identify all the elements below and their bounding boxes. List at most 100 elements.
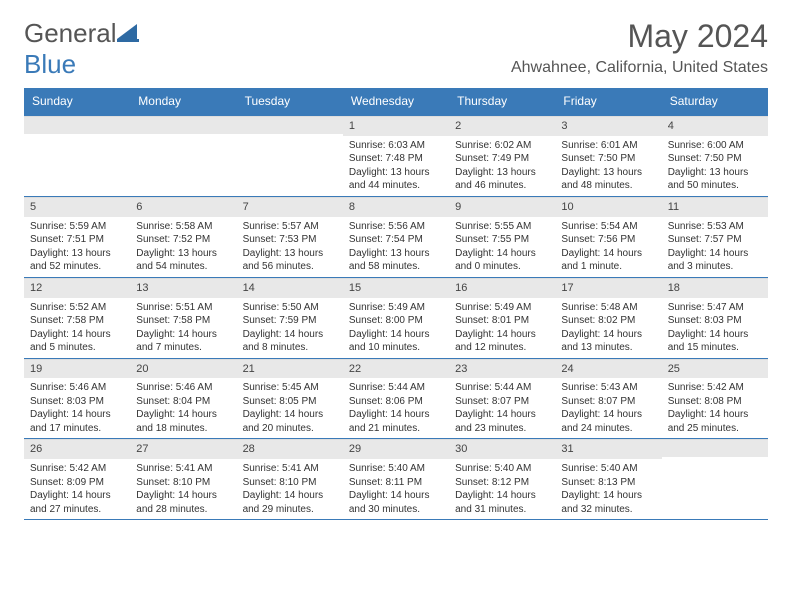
sunset-text: Sunset: 8:10 PM — [136, 476, 230, 490]
sunrise-text: Sunrise: 5:46 AM — [136, 381, 230, 395]
sunset-text: Sunset: 8:05 PM — [243, 395, 337, 409]
day-body: Sunrise: 6:00 AMSunset: 7:50 PMDaylight:… — [662, 136, 768, 196]
weekday-thursday: Thursday — [449, 88, 555, 114]
day-number: 13 — [130, 278, 236, 298]
day-body: Sunrise: 5:41 AMSunset: 8:10 PMDaylight:… — [237, 459, 343, 519]
sunset-text: Sunset: 7:58 PM — [136, 314, 230, 328]
day-cell: 13Sunrise: 5:51 AMSunset: 7:58 PMDayligh… — [130, 278, 236, 358]
daylight-text: Daylight: 14 hours and 28 minutes. — [136, 489, 230, 516]
day-cell: 7Sunrise: 5:57 AMSunset: 7:53 PMDaylight… — [237, 197, 343, 277]
day-body: Sunrise: 5:52 AMSunset: 7:58 PMDaylight:… — [24, 298, 130, 358]
day-cell: 6Sunrise: 5:58 AMSunset: 7:52 PMDaylight… — [130, 197, 236, 277]
daylight-text: Daylight: 14 hours and 18 minutes. — [136, 408, 230, 435]
daylight-text: Daylight: 14 hours and 10 minutes. — [349, 328, 443, 355]
day-cell: 31Sunrise: 5:40 AMSunset: 8:13 PMDayligh… — [555, 439, 661, 519]
weekday-saturday: Saturday — [662, 88, 768, 114]
sunset-text: Sunset: 7:56 PM — [561, 233, 655, 247]
sunrise-text: Sunrise: 5:45 AM — [243, 381, 337, 395]
day-number: 8 — [343, 197, 449, 217]
day-cell: 19Sunrise: 5:46 AMSunset: 8:03 PMDayligh… — [24, 359, 130, 439]
location-text: Ahwahnee, California, United States — [511, 59, 768, 77]
sunset-text: Sunset: 8:12 PM — [455, 476, 549, 490]
sunrise-text: Sunrise: 5:47 AM — [668, 301, 762, 315]
weekday-friday: Friday — [555, 88, 661, 114]
day-cell: 23Sunrise: 5:44 AMSunset: 8:07 PMDayligh… — [449, 359, 555, 439]
title-block: May 2024 Ahwahnee, California, United St… — [511, 18, 768, 77]
day-cell: 18Sunrise: 5:47 AMSunset: 8:03 PMDayligh… — [662, 278, 768, 358]
day-cell: 20Sunrise: 5:46 AMSunset: 8:04 PMDayligh… — [130, 359, 236, 439]
sunrise-text: Sunrise: 5:44 AM — [455, 381, 549, 395]
sunrise-text: Sunrise: 5:48 AM — [561, 301, 655, 315]
day-number: 2 — [449, 116, 555, 136]
day-cell: 24Sunrise: 5:43 AMSunset: 8:07 PMDayligh… — [555, 359, 661, 439]
daylight-text: Daylight: 14 hours and 15 minutes. — [668, 328, 762, 355]
daylight-text: Daylight: 13 hours and 52 minutes. — [30, 247, 124, 274]
day-number: 6 — [130, 197, 236, 217]
daylight-text: Daylight: 13 hours and 56 minutes. — [243, 247, 337, 274]
day-number: 30 — [449, 439, 555, 459]
sunset-text: Sunset: 7:49 PM — [455, 152, 549, 166]
day-number: 24 — [555, 359, 661, 379]
sunset-text: Sunset: 7:50 PM — [561, 152, 655, 166]
day-cell: 21Sunrise: 5:45 AMSunset: 8:05 PMDayligh… — [237, 359, 343, 439]
sunrise-text: Sunrise: 5:58 AM — [136, 220, 230, 234]
day-number — [24, 116, 130, 134]
day-number: 14 — [237, 278, 343, 298]
day-cell: 12Sunrise: 5:52 AMSunset: 7:58 PMDayligh… — [24, 278, 130, 358]
day-body: Sunrise: 5:54 AMSunset: 7:56 PMDaylight:… — [555, 217, 661, 277]
sunrise-text: Sunrise: 5:40 AM — [561, 462, 655, 476]
day-cell: 10Sunrise: 5:54 AMSunset: 7:56 PMDayligh… — [555, 197, 661, 277]
day-body: Sunrise: 5:43 AMSunset: 8:07 PMDaylight:… — [555, 378, 661, 438]
daylight-text: Daylight: 14 hours and 13 minutes. — [561, 328, 655, 355]
day-body: Sunrise: 5:49 AMSunset: 8:01 PMDaylight:… — [449, 298, 555, 358]
day-number: 12 — [24, 278, 130, 298]
day-cell: 1Sunrise: 6:03 AMSunset: 7:48 PMDaylight… — [343, 116, 449, 196]
day-number: 15 — [343, 278, 449, 298]
sunrise-text: Sunrise: 5:44 AM — [349, 381, 443, 395]
daylight-text: Daylight: 14 hours and 31 minutes. — [455, 489, 549, 516]
sunrise-text: Sunrise: 5:50 AM — [243, 301, 337, 315]
week-row: 12Sunrise: 5:52 AMSunset: 7:58 PMDayligh… — [24, 278, 768, 359]
day-cell: 11Sunrise: 5:53 AMSunset: 7:57 PMDayligh… — [662, 197, 768, 277]
day-body: Sunrise: 5:46 AMSunset: 8:03 PMDaylight:… — [24, 378, 130, 438]
sunrise-text: Sunrise: 5:42 AM — [668, 381, 762, 395]
day-number — [237, 116, 343, 134]
logo-part2: Blue — [24, 49, 76, 79]
day-number: 23 — [449, 359, 555, 379]
sunset-text: Sunset: 7:54 PM — [349, 233, 443, 247]
sunrise-text: Sunrise: 5:51 AM — [136, 301, 230, 315]
day-cell: 25Sunrise: 5:42 AMSunset: 8:08 PMDayligh… — [662, 359, 768, 439]
day-number: 31 — [555, 439, 661, 459]
day-number: 19 — [24, 359, 130, 379]
daylight-text: Daylight: 13 hours and 50 minutes. — [668, 166, 762, 193]
daylight-text: Daylight: 13 hours and 44 minutes. — [349, 166, 443, 193]
daylight-text: Daylight: 14 hours and 32 minutes. — [561, 489, 655, 516]
day-number: 5 — [24, 197, 130, 217]
sunrise-text: Sunrise: 5:52 AM — [30, 301, 124, 315]
day-body: Sunrise: 5:48 AMSunset: 8:02 PMDaylight:… — [555, 298, 661, 358]
day-number: 28 — [237, 439, 343, 459]
sunset-text: Sunset: 8:00 PM — [349, 314, 443, 328]
week-row: 1Sunrise: 6:03 AMSunset: 7:48 PMDaylight… — [24, 116, 768, 197]
day-cell: 14Sunrise: 5:50 AMSunset: 7:59 PMDayligh… — [237, 278, 343, 358]
day-body: Sunrise: 5:47 AMSunset: 8:03 PMDaylight:… — [662, 298, 768, 358]
sunset-text: Sunset: 8:06 PM — [349, 395, 443, 409]
day-body: Sunrise: 5:53 AMSunset: 7:57 PMDaylight:… — [662, 217, 768, 277]
day-cell: 3Sunrise: 6:01 AMSunset: 7:50 PMDaylight… — [555, 116, 661, 196]
day-body: Sunrise: 5:44 AMSunset: 8:07 PMDaylight:… — [449, 378, 555, 438]
sunrise-text: Sunrise: 5:42 AM — [30, 462, 124, 476]
day-body: Sunrise: 5:41 AMSunset: 8:10 PMDaylight:… — [130, 459, 236, 519]
day-cell: 30Sunrise: 5:40 AMSunset: 8:12 PMDayligh… — [449, 439, 555, 519]
sunset-text: Sunset: 8:04 PM — [136, 395, 230, 409]
day-cell: 28Sunrise: 5:41 AMSunset: 8:10 PMDayligh… — [237, 439, 343, 519]
day-cell — [24, 116, 130, 196]
week-row: 5Sunrise: 5:59 AMSunset: 7:51 PMDaylight… — [24, 197, 768, 278]
day-body: Sunrise: 6:02 AMSunset: 7:49 PMDaylight:… — [449, 136, 555, 196]
day-cell: 4Sunrise: 6:00 AMSunset: 7:50 PMDaylight… — [662, 116, 768, 196]
sunset-text: Sunset: 8:07 PM — [561, 395, 655, 409]
sunset-text: Sunset: 7:50 PM — [668, 152, 762, 166]
daylight-text: Daylight: 14 hours and 21 minutes. — [349, 408, 443, 435]
day-body: Sunrise: 5:49 AMSunset: 8:00 PMDaylight:… — [343, 298, 449, 358]
sunset-text: Sunset: 8:11 PM — [349, 476, 443, 490]
day-cell — [130, 116, 236, 196]
